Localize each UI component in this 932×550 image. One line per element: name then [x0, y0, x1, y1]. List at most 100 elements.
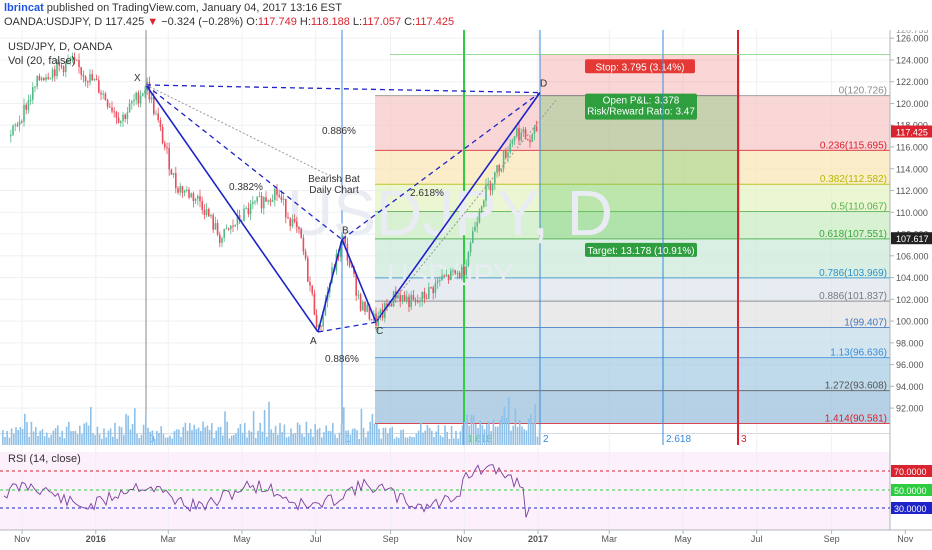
- candle-body: [357, 294, 360, 296]
- rsi-pane: RSI (14, close) 70.0000 50.0000 30.0000: [0, 453, 932, 518]
- candle-body: [430, 287, 432, 289]
- fib-zone: [375, 150, 890, 185]
- candle-body: [29, 99, 32, 101]
- candle-body: [502, 150, 505, 169]
- candle-body: [287, 217, 289, 219]
- volume-bar: [387, 433, 389, 445]
- volume-bar: [389, 428, 391, 445]
- candle-body: [25, 104, 27, 110]
- volume-bar: [145, 414, 147, 445]
- volume-bar: [378, 428, 380, 445]
- leg-xa: [145, 84, 319, 333]
- volume-bar: [248, 430, 250, 445]
- y-tick-label: 102.000: [896, 295, 929, 305]
- candle-body: [439, 280, 441, 282]
- volume-bar: [340, 424, 343, 445]
- candle-body: [36, 75, 38, 87]
- volume-bar: [318, 428, 321, 445]
- candle-body: [214, 223, 217, 230]
- volume-bar: [450, 425, 453, 445]
- candle-body: [522, 129, 525, 133]
- candle-body: [104, 93, 107, 100]
- ratio-ac: [317, 321, 377, 333]
- volume-bar: [446, 431, 448, 445]
- volume-bar: [413, 437, 415, 445]
- x-tick-label: Jul: [751, 534, 763, 544]
- change-arrow-icon: ▼: [147, 16, 159, 28]
- price-chart[interactable]: 0(120.726) 0.236(115.695) 0.382(112.582) 0.…: [0, 30, 932, 550]
- volume-bar: [116, 438, 118, 445]
- candle-body: [183, 190, 186, 193]
- candle-body: [406, 296, 408, 301]
- fib-level-label: 0.236(115.695): [820, 140, 887, 151]
- volume-bar: [156, 430, 158, 445]
- candle-body: [531, 134, 533, 143]
- x-tick-label: Mar: [161, 534, 177, 544]
- volume-bar: [41, 429, 44, 445]
- candle-body: [238, 215, 241, 221]
- candle-body: [456, 272, 459, 274]
- candle-body: [203, 209, 206, 215]
- candle-body: [447, 274, 450, 281]
- fib-level-label: 1(99.407): [844, 318, 887, 329]
- volume-bar: [246, 437, 248, 445]
- high-label: H:: [299, 16, 311, 28]
- candle-body: [91, 74, 93, 81]
- candle-body: [210, 215, 212, 217]
- volume-bar: [307, 432, 310, 445]
- candle-body: [469, 242, 472, 253]
- candle-body: [524, 129, 527, 139]
- candle-body: [69, 60, 71, 62]
- candle-body: [450, 270, 452, 281]
- volume-bar: [521, 426, 523, 445]
- volume-bar: [334, 434, 336, 445]
- y-tick-label: 120.000: [896, 99, 929, 109]
- volume-bar: [164, 437, 167, 445]
- volume-bar: [57, 425, 59, 445]
- volume-bar: [65, 426, 68, 445]
- volume-bar: [250, 431, 253, 445]
- volume-bar: [30, 421, 33, 445]
- volume-bar: [208, 429, 211, 445]
- volume-bar: [409, 436, 411, 445]
- candle-body: [274, 188, 276, 201]
- candle-body: [166, 147, 168, 149]
- x-tick-label: Nov: [897, 534, 914, 544]
- volume-bar: [351, 428, 354, 445]
- author-link[interactable]: lbrincat: [4, 2, 44, 14]
- pnl-label: Open P&L: 3.378: [603, 96, 680, 107]
- pattern-point-label: X: [134, 73, 141, 84]
- candle-body: [300, 228, 302, 238]
- volume-bar: [191, 430, 193, 445]
- volume-bar: [391, 426, 393, 445]
- volume-bar: [296, 422, 299, 445]
- candle-body: [461, 266, 463, 278]
- volume-bar: [48, 437, 50, 445]
- volume-bar: [54, 428, 57, 445]
- volume-bar: [109, 428, 112, 445]
- volume-bar: [272, 432, 275, 445]
- volume-bar: [411, 436, 413, 445]
- volume-bar: [439, 435, 442, 445]
- fib-level-label: 0.5(110.067): [831, 202, 887, 213]
- volume-bar: [228, 438, 231, 445]
- volume-bar: [244, 422, 246, 445]
- fib-time-label: 2: [543, 434, 549, 445]
- candle-body: [192, 193, 195, 201]
- axis-background: [891, 30, 932, 530]
- candle-body: [265, 197, 267, 202]
- fib-zone: [375, 184, 890, 212]
- watermark-symbol: USDJPY, D: [287, 177, 613, 249]
- volume-bar: [435, 431, 437, 445]
- candle-body: [386, 303, 388, 307]
- volume-bar: [131, 423, 134, 445]
- volume-bar: [237, 428, 239, 445]
- volume-bar: [261, 431, 264, 445]
- candle-body: [144, 90, 146, 94]
- volume-bar: [505, 417, 508, 445]
- volume-bar: [503, 406, 506, 445]
- candle-body: [170, 169, 173, 175]
- candle-body: [423, 291, 426, 299]
- fib-time-label: 3: [741, 434, 747, 445]
- candle-body: [375, 313, 377, 326]
